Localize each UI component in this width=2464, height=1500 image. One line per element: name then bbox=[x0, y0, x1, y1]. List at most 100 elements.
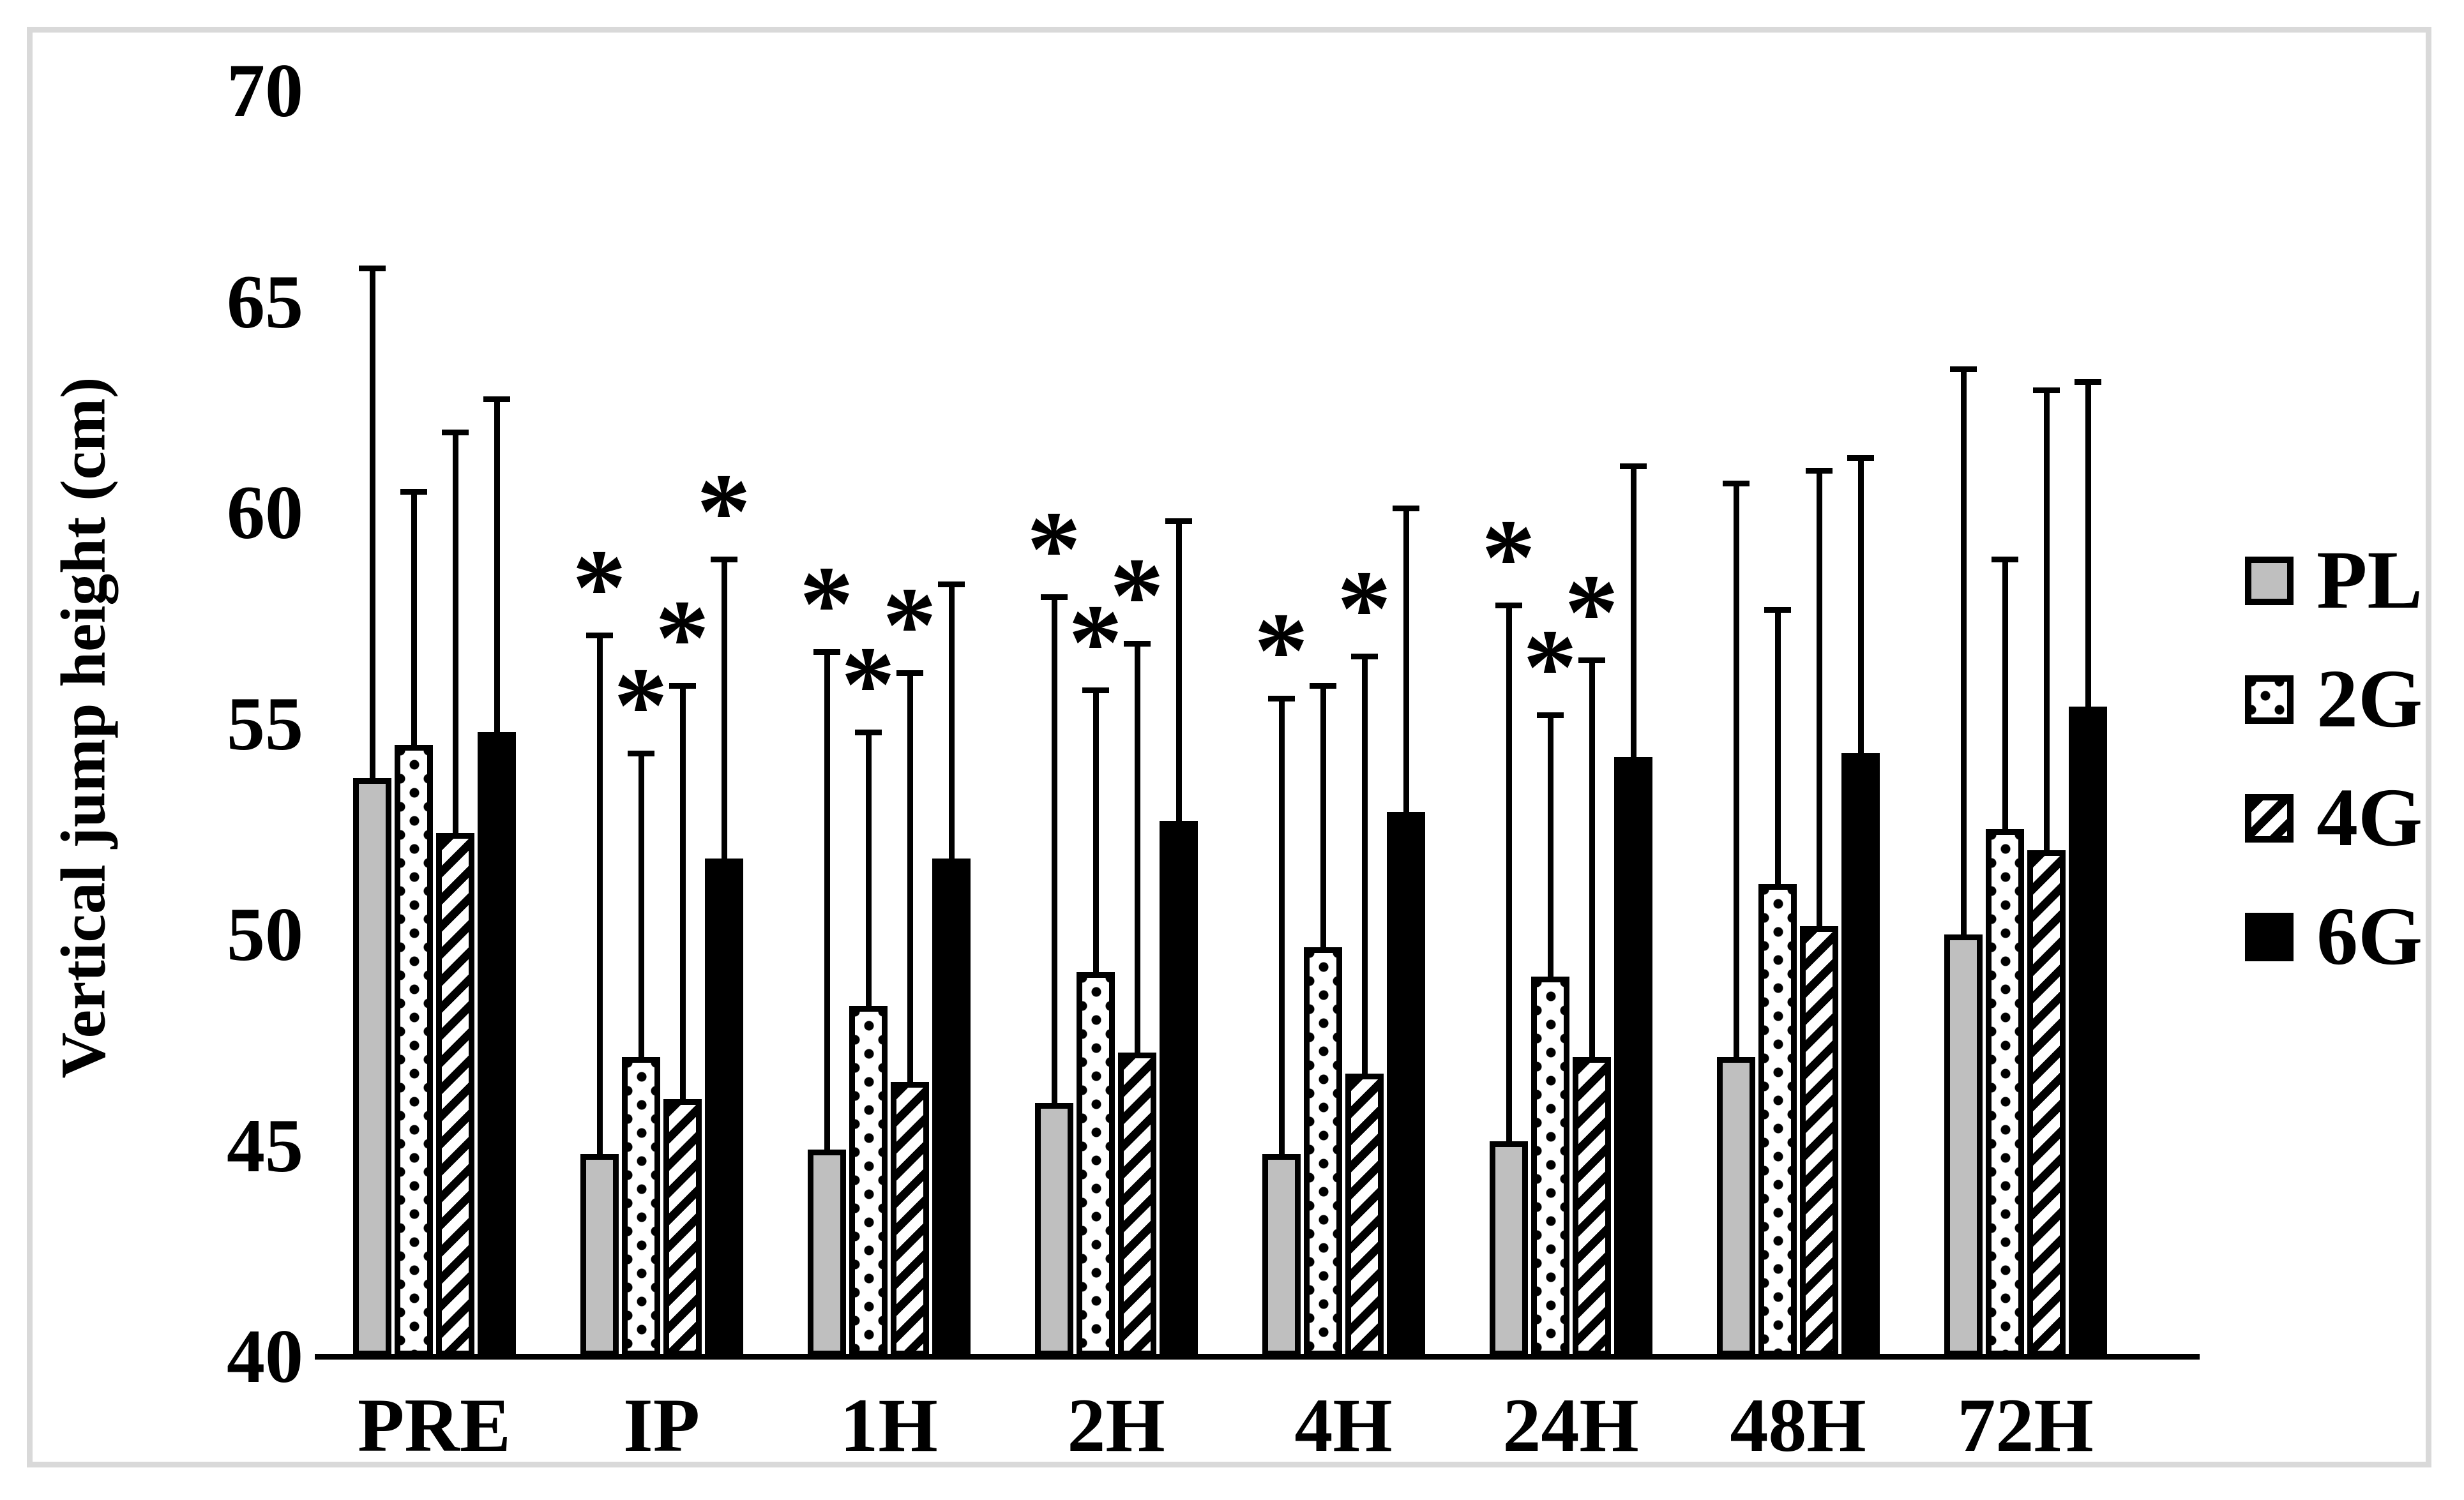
bar-4G-4H bbox=[1345, 1074, 1384, 1356]
significance-asterisk-4G-2H: * bbox=[1110, 535, 1164, 656]
bar-6G-1H bbox=[932, 859, 971, 1356]
significance-asterisk-PL-4H: * bbox=[1254, 590, 1308, 710]
bar-6G-IP bbox=[704, 859, 743, 1356]
bar-2G-IP bbox=[621, 1056, 660, 1356]
error-bar-4G-PRE bbox=[452, 432, 458, 836]
error-bar-6G-72H bbox=[2085, 382, 2091, 710]
error-bar-cap-2G-PRE bbox=[400, 488, 427, 495]
error-bar-2G-4H bbox=[1320, 686, 1326, 950]
bar-2G-24H bbox=[1531, 977, 1569, 1356]
error-bar-cap-2G-1H bbox=[854, 729, 882, 735]
bar-2G-2H bbox=[1076, 972, 1115, 1356]
bar-4G-48H bbox=[1799, 926, 1838, 1356]
bar-2G-1H bbox=[849, 1006, 888, 1356]
legend-label-6G: 6G bbox=[2317, 890, 2423, 982]
error-bar-cap-PL-48H bbox=[1722, 480, 1750, 486]
error-bar-cap-4G-48H bbox=[1805, 467, 1833, 474]
bar-PL-72H bbox=[1944, 934, 1983, 1356]
bar-4G-PRE bbox=[435, 833, 474, 1356]
significance-asterisk-PL-IP: * bbox=[572, 527, 626, 647]
bar-PL-48H bbox=[1716, 1056, 1755, 1356]
bar-2G-48H bbox=[1758, 883, 1797, 1356]
bar-4G-72H bbox=[2027, 850, 2066, 1356]
legend-label-4G: 4G bbox=[2317, 772, 2423, 864]
error-bar-cap-6G-4H bbox=[1392, 506, 1419, 512]
x-tick-label-24H: 24H bbox=[1502, 1383, 1639, 1467]
significance-asterisk-PL-2H: * bbox=[1027, 489, 1081, 610]
bar-6G-PRE bbox=[477, 731, 516, 1356]
significance-asterisk-PL-1H: * bbox=[799, 544, 854, 664]
bar-6G-2H bbox=[1159, 820, 1198, 1356]
error-bar-cap-4G-IP bbox=[669, 683, 696, 689]
significance-asterisk-4G-4H: * bbox=[1337, 548, 1391, 668]
error-bar-cap-PL-24H bbox=[1495, 603, 1522, 609]
error-bar-PL-PRE bbox=[369, 267, 375, 781]
error-bar-2G-IP bbox=[638, 753, 644, 1060]
bar-4G-IP bbox=[663, 1099, 702, 1356]
bar-6G-24H bbox=[1614, 757, 1652, 1356]
error-bar-cap-2G-IP bbox=[627, 750, 654, 756]
error-bar-cap-2G-48H bbox=[1764, 607, 1791, 613]
x-tick-label-PRE: PRE bbox=[358, 1383, 511, 1467]
bar-PL-2H bbox=[1034, 1103, 1073, 1356]
error-bar-cap-6G-PRE bbox=[483, 396, 510, 402]
error-bar-cap-6G-48H bbox=[1847, 455, 1874, 461]
error-bar-4G-IP bbox=[679, 686, 686, 1102]
error-bar-cap-4G-2H bbox=[1123, 640, 1151, 647]
error-bar-4G-72H bbox=[2043, 390, 2050, 853]
y-tick-label-45: 45 bbox=[227, 1102, 303, 1188]
y-tick-label-60: 60 bbox=[227, 470, 303, 555]
error-bar-6G-48H bbox=[1857, 458, 1864, 756]
x-tick-label-72H: 72H bbox=[1957, 1383, 2094, 1467]
legend-swatch-PL bbox=[2245, 557, 2294, 605]
bar-PL-4H bbox=[1262, 1153, 1301, 1356]
bar-6G-72H bbox=[2068, 707, 2107, 1356]
error-bar-PL-72H bbox=[1960, 369, 1967, 937]
significance-asterisk-4G-1H: * bbox=[882, 565, 937, 686]
bar-4G-2H bbox=[1117, 1053, 1156, 1356]
error-bar-cap-PL-PRE bbox=[358, 265, 386, 271]
y-tick-label-65: 65 bbox=[227, 259, 303, 344]
error-bar-cap-6G-IP bbox=[710, 556, 737, 562]
error-bar-cap-6G-72H bbox=[2074, 379, 2101, 386]
error-bar-PL-2H bbox=[1051, 597, 1057, 1106]
significance-asterisk-6G-IP: * bbox=[697, 451, 751, 571]
error-bar-cap-4G-PRE bbox=[441, 430, 469, 436]
bar-PL-24H bbox=[1489, 1141, 1528, 1356]
error-bar-6G-24H bbox=[1630, 466, 1636, 760]
bar-2G-PRE bbox=[394, 744, 433, 1356]
error-bar-6G-1H bbox=[948, 584, 955, 861]
error-bar-4G-24H bbox=[1589, 660, 1595, 1060]
error-bar-2G-48H bbox=[1774, 610, 1781, 887]
error-bar-PL-48H bbox=[1733, 483, 1739, 1060]
legend-label-PL: PL bbox=[2317, 534, 2423, 626]
bar-PL-IP bbox=[580, 1153, 619, 1356]
error-bar-4G-1H bbox=[907, 673, 913, 1085]
significance-asterisk-2G-2H: * bbox=[1068, 581, 1122, 702]
significance-asterisk-PL-24H: * bbox=[1481, 497, 1536, 618]
error-bar-6G-2H bbox=[1175, 521, 1182, 823]
x-tick-label-IP: IP bbox=[623, 1383, 700, 1467]
error-bar-cap-PL-4H bbox=[1267, 695, 1295, 701]
significance-asterisk-2G-1H: * bbox=[841, 624, 895, 744]
error-bar-cap-PL-IP bbox=[586, 632, 613, 638]
legend-swatch-6G bbox=[2245, 913, 2294, 961]
error-bar-cap-6G-24H bbox=[1619, 463, 1647, 470]
significance-asterisk-2G-24H: * bbox=[1523, 607, 1577, 728]
figure-border bbox=[27, 27, 2431, 1467]
error-bar-2G-72H bbox=[2002, 559, 2008, 832]
error-bar-cap-6G-1H bbox=[937, 581, 965, 588]
error-bar-PL-1H bbox=[824, 652, 830, 1153]
error-bar-PL-IP bbox=[596, 634, 603, 1157]
y-tick-label-50: 50 bbox=[227, 892, 303, 977]
error-bar-cap-PL-1H bbox=[813, 649, 840, 656]
error-bar-cap-4G-4H bbox=[1350, 653, 1378, 659]
error-bar-cap-PL-2H bbox=[1040, 594, 1068, 601]
y-tick-label-55: 55 bbox=[227, 680, 303, 766]
legend-label-2G: 2G bbox=[2317, 653, 2423, 745]
error-bar-PL-24H bbox=[1506, 605, 1512, 1144]
error-bar-2G-1H bbox=[865, 731, 872, 1009]
error-bar-2G-24H bbox=[1547, 715, 1553, 980]
error-bar-cap-6G-2H bbox=[1165, 518, 1192, 525]
